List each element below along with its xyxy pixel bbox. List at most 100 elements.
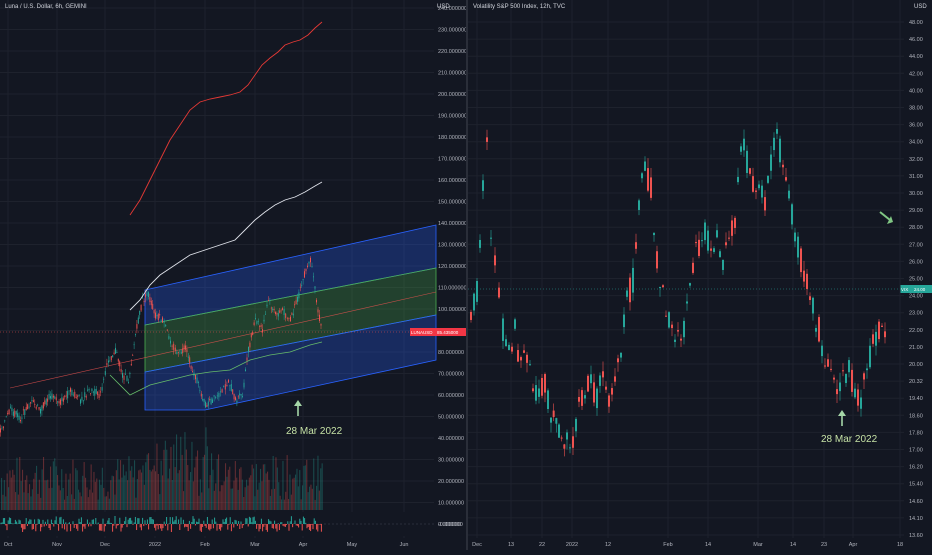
- trend-arrow: [879, 211, 893, 224]
- candle-body: [563, 444, 566, 449]
- candle-body: [140, 304, 142, 311]
- candle-body: [249, 342, 251, 348]
- candle-body: [109, 360, 111, 362]
- volume-bar: [52, 461, 54, 510]
- candle-body: [701, 240, 703, 242]
- y-tick-label: 42.00: [909, 71, 923, 77]
- candle-body: [809, 296, 811, 301]
- volume-bar: [106, 496, 108, 510]
- volume-bar: [41, 469, 43, 510]
- volume-bar: [141, 472, 143, 510]
- candle-body: [186, 349, 188, 353]
- candle-body: [21, 417, 23, 419]
- regression-line: [9, 291, 437, 389]
- volume-bar: [33, 478, 35, 510]
- candle-body: [295, 300, 297, 305]
- candle-body: [206, 404, 208, 407]
- candle-body: [84, 392, 86, 398]
- candle-body: [470, 311, 472, 320]
- candle-body: [578, 397, 580, 402]
- date-annotation: 28 Mar 2022: [821, 410, 878, 445]
- volume-bar: [318, 490, 320, 510]
- candle-body: [722, 259, 724, 270]
- y-tick-label: 170.000000: [438, 157, 466, 163]
- luna-chart-svg[interactable]: 28 Mar 2022 240.000000 230.000000 220.00000…: [0, 0, 467, 550]
- volume-bar: [286, 455, 288, 510]
- volume-bar: [136, 478, 138, 510]
- volume-bar: [26, 475, 28, 510]
- vix-chart-pane[interactable]: Volatility S&P 500 Index, 12h, TVC USD 4…: [468, 0, 932, 550]
- candle-body: [113, 352, 115, 355]
- candle-body: [302, 279, 304, 280]
- candle-body: [77, 395, 79, 397]
- candle-body: [70, 388, 71, 392]
- candle-body: [198, 381, 199, 383]
- volume-bar: [121, 477, 123, 510]
- volume-bar: [27, 493, 29, 510]
- candle-body: [179, 350, 181, 352]
- regression-channel: [9, 224, 437, 411]
- volume-bar: [129, 470, 131, 510]
- volume-bar: [247, 485, 249, 510]
- y-tick-label: 190.000000: [438, 114, 466, 120]
- candle-body: [240, 394, 242, 396]
- vix-chart-svg[interactable]: 48.00 46.00 44.00 42.00 40.00 38.00 36.00 34.00…: [468, 0, 932, 550]
- volume-bar: [276, 467, 278, 510]
- candle-body: [135, 333, 136, 335]
- candle-body: [614, 376, 616, 382]
- y-tick-label: 13.60: [909, 533, 923, 539]
- candle-body: [761, 185, 763, 198]
- candle-body: [203, 399, 205, 403]
- candle-body: [839, 382, 841, 392]
- candle-body: [62, 398, 64, 402]
- volume-bar: [15, 492, 17, 510]
- candle-body: [233, 393, 235, 400]
- candle-body: [75, 396, 77, 398]
- volume-bar: [264, 464, 266, 510]
- time-axis: Dec 13 22 2022 12 Feb 14 Mar 14 23 Apr 18: [472, 542, 903, 548]
- candle-body: [282, 308, 283, 310]
- x-tick-label: 18: [897, 542, 903, 548]
- candle-body: [590, 374, 592, 384]
- volume-bar: [124, 475, 126, 510]
- candle-body: [532, 388, 534, 392]
- candle-body: [44, 400, 46, 405]
- volume-bar: [191, 441, 193, 510]
- volume-bar: [314, 499, 316, 510]
- candle-body: [27, 404, 29, 409]
- volume-bar: [267, 471, 269, 510]
- candle-body: [149, 297, 151, 303]
- candle-body: [165, 324, 167, 327]
- candle-body: [872, 334, 874, 344]
- volume-bar: [167, 478, 169, 510]
- volume-bar: [75, 468, 77, 510]
- candle-body: [159, 314, 161, 316]
- time-axis: Oct Nov Dec 2022 Feb Mar Apr May Jun: [4, 542, 409, 548]
- volume-bar: [275, 457, 277, 510]
- candle-body: [146, 292, 148, 296]
- luna-chart-pane[interactable]: Luna / U.S. Dollar, 6h, GEMINI USD 28 Ma…: [0, 0, 467, 550]
- candle-body: [758, 184, 760, 189]
- volume-bar: [180, 436, 182, 510]
- y-tick-label: 36.00: [909, 123, 923, 129]
- volume-bar: [2, 494, 4, 510]
- volume-bar: [246, 479, 248, 510]
- volume-bar: [138, 470, 140, 510]
- pane-divider[interactable]: [466, 0, 468, 550]
- candle-body: [17, 413, 19, 417]
- x-tick-label: 14: [790, 542, 796, 548]
- y-tick-label: 160.000000: [438, 178, 466, 184]
- candle-body: [304, 271, 305, 278]
- y-tick-label: 0.000000: [438, 522, 461, 528]
- candle-body: [28, 406, 30, 408]
- volume-bar: [114, 494, 116, 510]
- candle-body: [704, 222, 706, 241]
- y-tick-label: 34.00: [909, 140, 923, 146]
- candle-body: [185, 345, 186, 350]
- candle-body: [14, 410, 16, 417]
- candle-body: [498, 287, 500, 298]
- candle-body: [223, 386, 225, 387]
- candle-body: [243, 382, 245, 388]
- volume-bar: [184, 432, 186, 510]
- candle-body: [129, 372, 131, 375]
